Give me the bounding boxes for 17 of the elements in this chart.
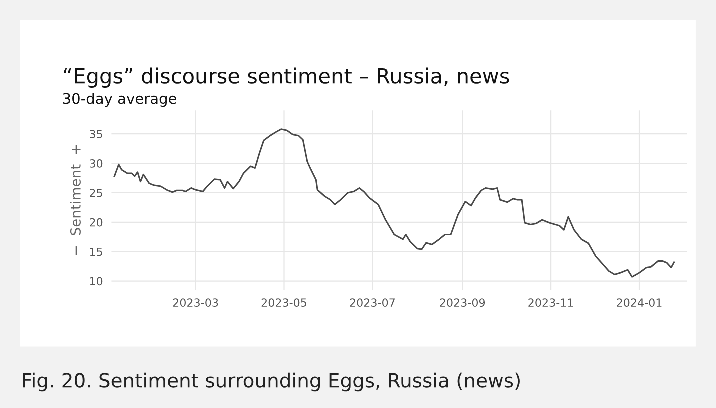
x-tick-label: 2023-07: [350, 298, 395, 308]
caption: Fig. 20. Sentiment surrounding Eggs, Russia (news): [23, 372, 520, 392]
y-tick-label: 25: [90, 188, 102, 198]
y-axis-title: − Sentiment +: [70, 145, 81, 256]
chart-title: “Eggs” discourse sentiment – Russia, news: [64, 68, 510, 88]
line-series: [114, 128, 676, 278]
y-tick-label: 20: [90, 218, 103, 227]
x-tick-label: 2023-09: [440, 298, 486, 308]
x-tick-label: 2023-05: [262, 298, 306, 308]
x-tick-label: 2023-03: [173, 298, 218, 308]
y-tick-label: 15: [90, 248, 102, 256]
y-tick-label: 35: [90, 130, 102, 138]
y-tick-label: 10: [90, 277, 103, 286]
x-tick-label: 2024-01: [617, 298, 662, 308]
y-tick-label: 30: [90, 160, 103, 168]
chart-subtitle: 30-day average: [63, 92, 176, 108]
x-tick-label: 2023-11: [528, 298, 574, 308]
